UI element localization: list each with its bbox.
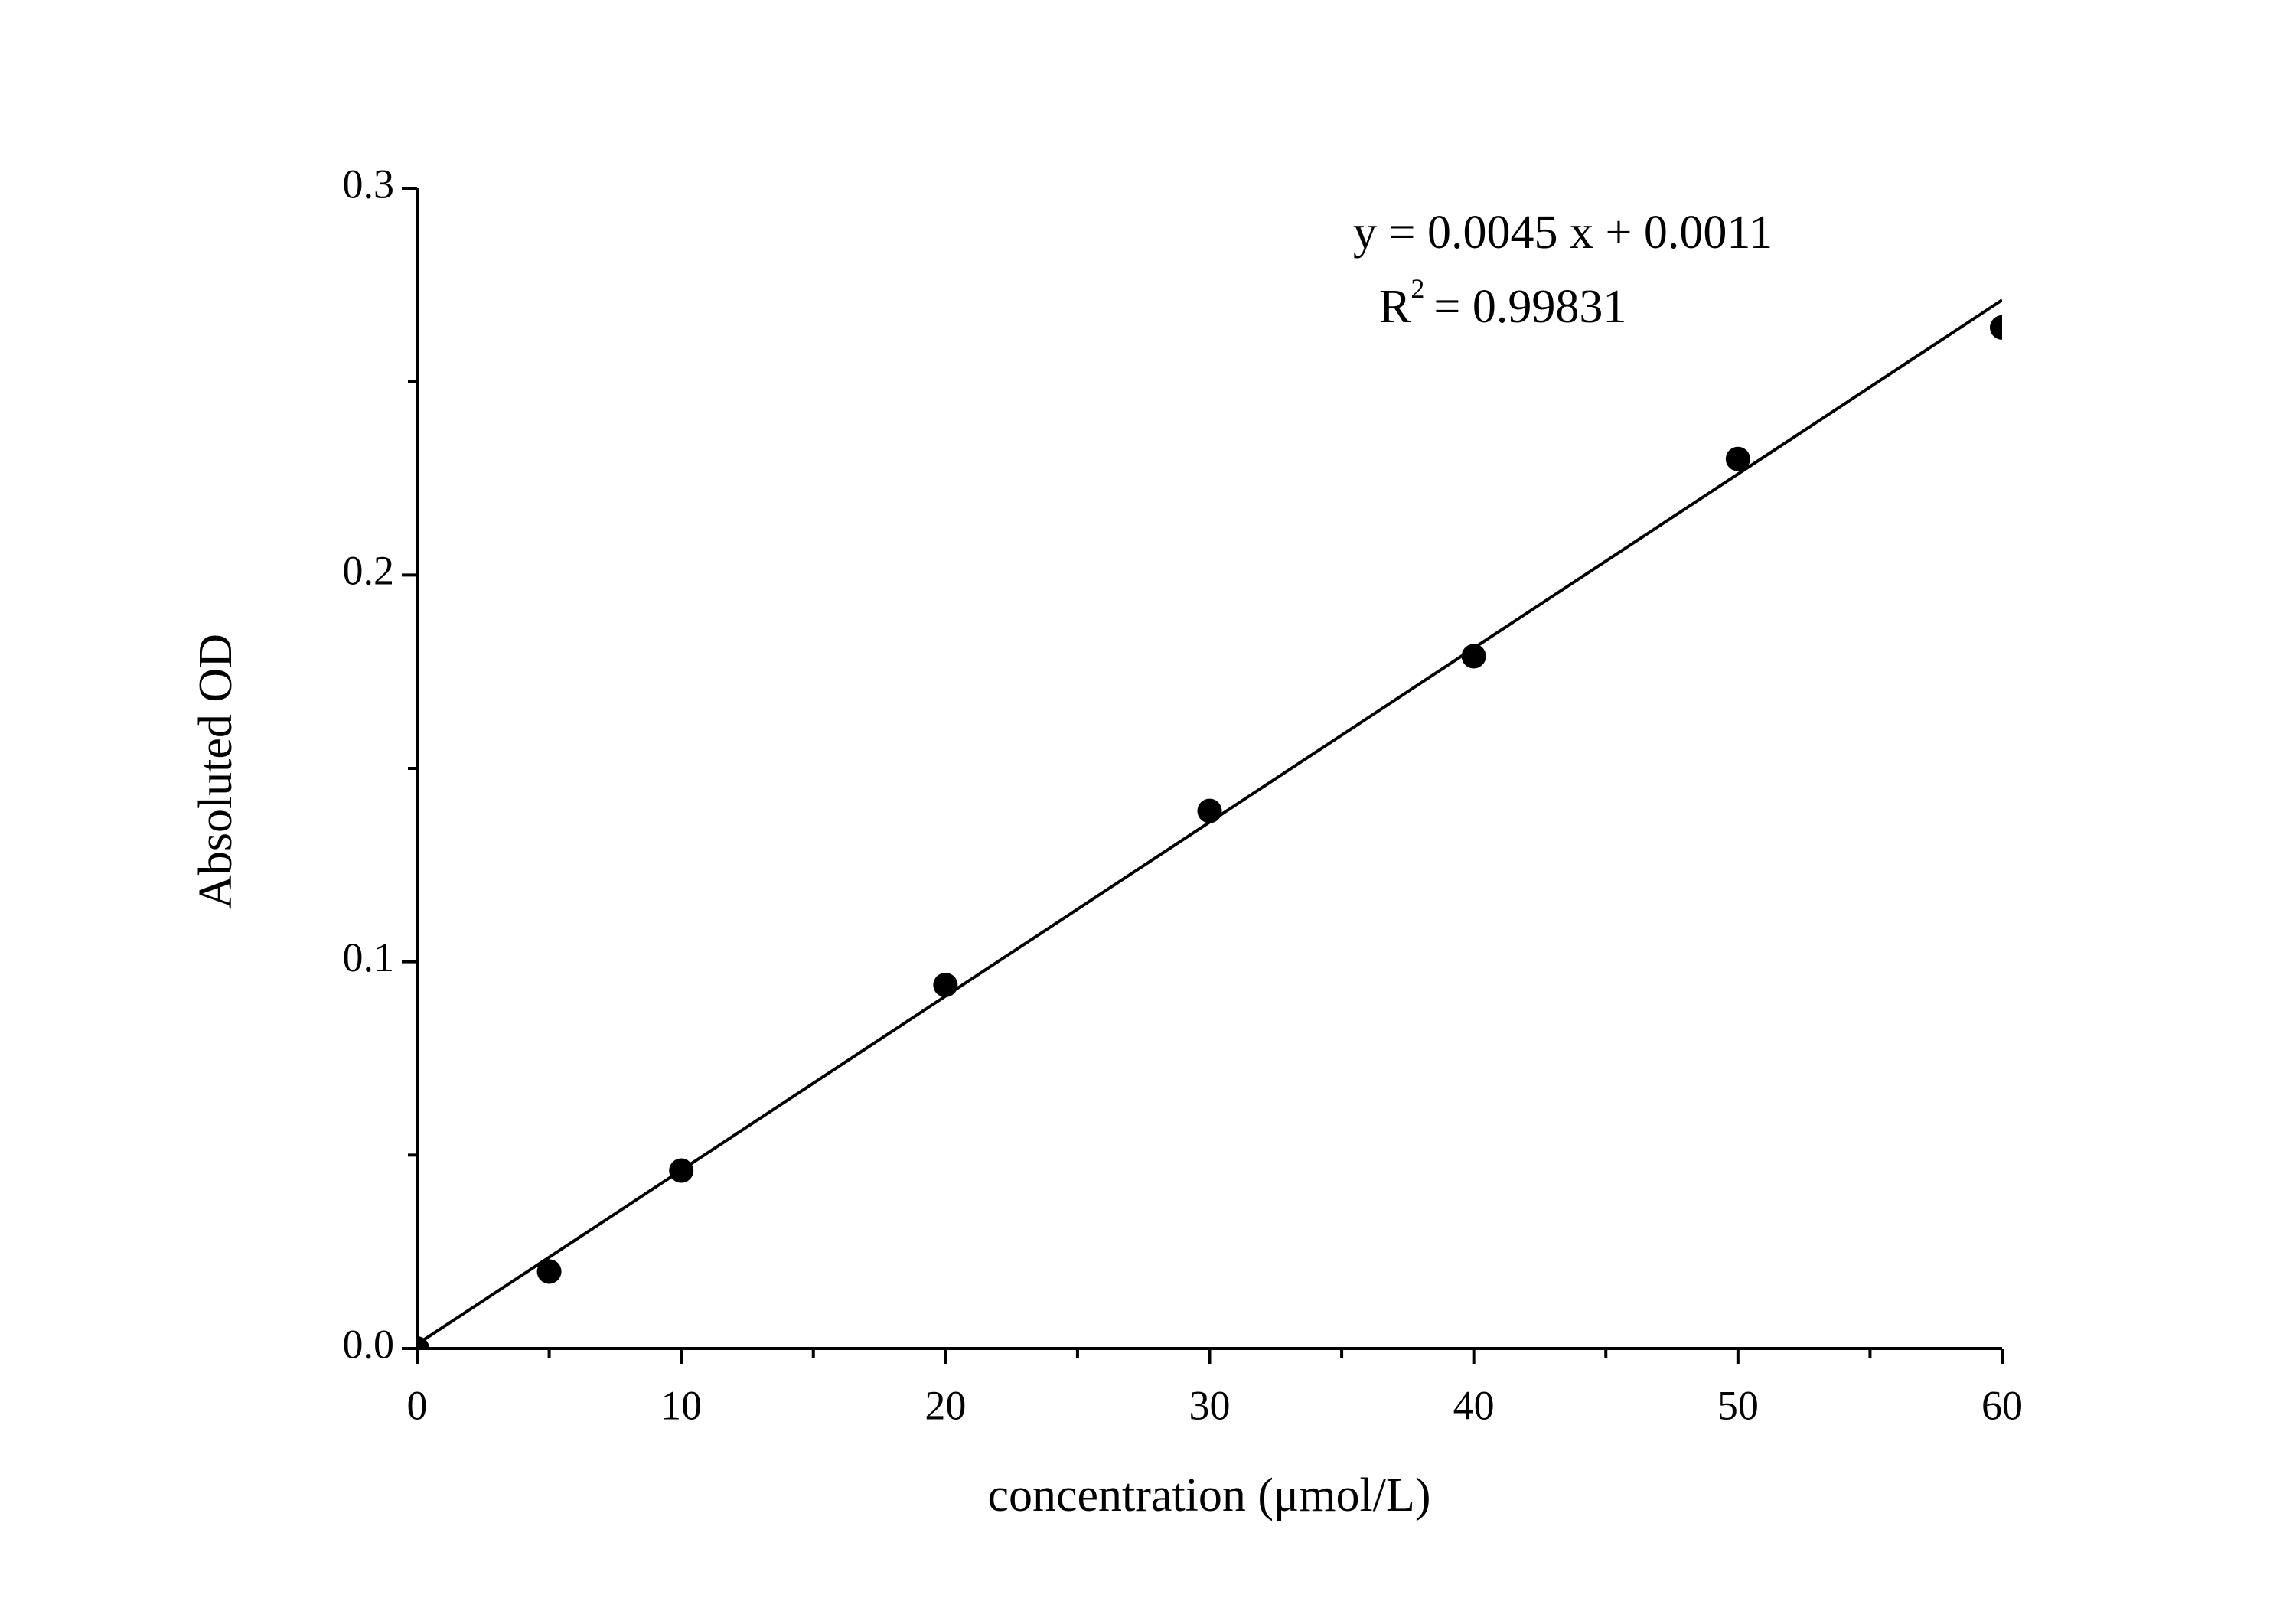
- data-point: [417, 1336, 429, 1349]
- data-point: [1197, 798, 1222, 823]
- data-point: [933, 972, 958, 997]
- data-point: [1990, 315, 2002, 340]
- r-squared: R2 = 0.99831: [1379, 273, 1626, 333]
- x-tick-label: 10: [660, 1382, 702, 1428]
- x-tick-label: 0: [407, 1382, 428, 1428]
- data-point: [1461, 644, 1486, 669]
- data-point: [1725, 446, 1750, 471]
- equation: y = 0.0045 x + 0.0011: [1353, 207, 1773, 259]
- plot-area: [417, 298, 2002, 1349]
- x-tick-label: 40: [1453, 1382, 1495, 1428]
- x-tick-label: 30: [1189, 1382, 1231, 1428]
- x-axis-label: concentration (μmol/L): [988, 1469, 1431, 1521]
- y-axis-label: Absoluted OD: [190, 634, 242, 909]
- x-tick-label: 60: [1981, 1382, 2023, 1428]
- y-tick-label: 0.1: [343, 934, 395, 980]
- data-point: [669, 1158, 694, 1183]
- x-tick-label: 50: [1717, 1382, 1759, 1428]
- y-tick-label: 0.0: [343, 1321, 395, 1367]
- data-point: [536, 1259, 562, 1284]
- x-tick-label: 20: [925, 1382, 966, 1428]
- y-tick-label: 0.2: [343, 548, 395, 594]
- r-base: R: [1379, 281, 1411, 333]
- r-sup: 2: [1411, 273, 1424, 304]
- y-tick-label: 0.3: [343, 161, 395, 207]
- r-rest: = 0.99831: [1433, 281, 1626, 333]
